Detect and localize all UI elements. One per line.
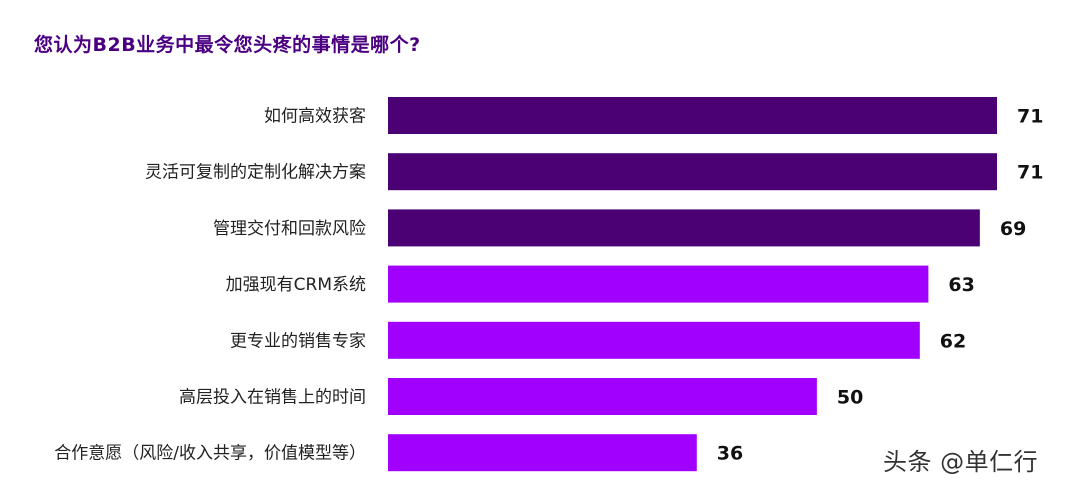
bar-2 — [388, 153, 997, 191]
bar-4 — [388, 265, 929, 303]
category-label-6: 高层投入在销售上的时间 — [179, 388, 366, 408]
watermark-text: 头条 @单仁行 — [883, 448, 1039, 476]
value-label-3: 69 — [1000, 218, 1026, 240]
value-label-7: 36 — [717, 443, 743, 465]
category-label-3: 管理交付和回款风险 — [213, 219, 366, 239]
value-label-5: 62 — [940, 330, 966, 352]
value-label-6: 50 — [837, 387, 863, 409]
value-label-1: 71 — [1017, 106, 1043, 128]
category-label-7: 合作意愿（风险/收入共享，价值模型等） — [54, 444, 366, 464]
bar-3 — [388, 209, 980, 247]
category-label-4: 加强现有CRM系统 — [226, 275, 366, 295]
category-label-2: 灵活可复制的定制化解决方案 — [145, 163, 366, 183]
category-label-5: 更专业的销售专家 — [230, 331, 366, 351]
bar-7 — [388, 434, 697, 472]
category-label-1: 如何高效获客 — [264, 107, 366, 127]
chart-title: 您认为B2B业务中最令您头疼的事情是哪个? — [34, 34, 421, 56]
bar-5 — [388, 321, 920, 359]
value-label-4: 63 — [948, 274, 974, 296]
bar-6 — [388, 378, 817, 415]
bar-1 — [388, 97, 997, 134]
value-label-2: 71 — [1017, 162, 1043, 184]
